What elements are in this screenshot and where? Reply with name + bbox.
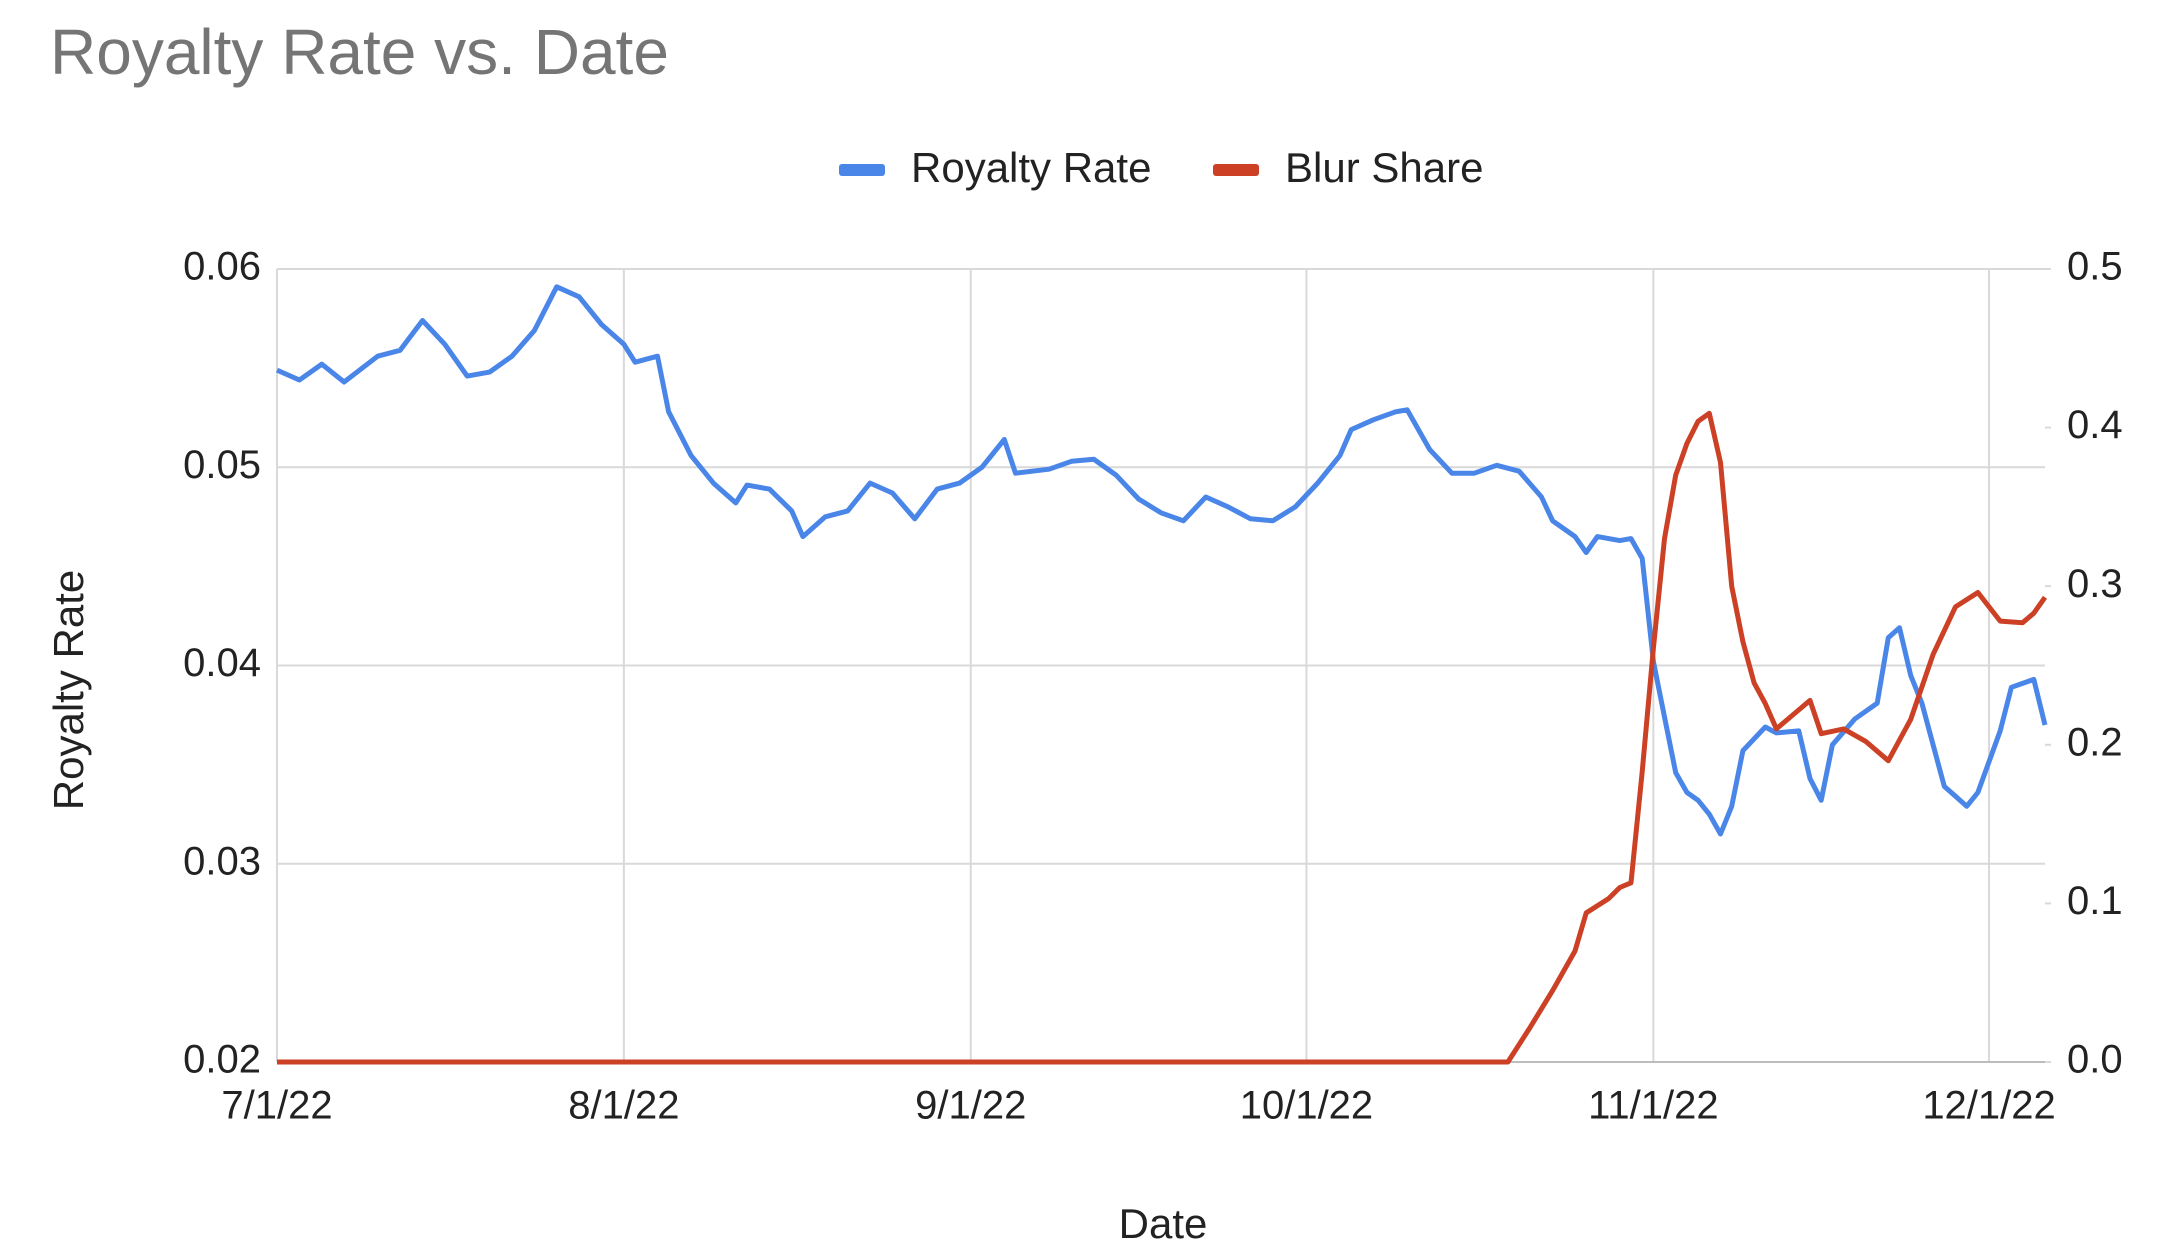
y2-tick-label: 0.1	[2067, 879, 2123, 923]
legend-swatch	[839, 164, 885, 176]
y-tick-label: 0.05	[183, 443, 261, 487]
legend-label: Royalty Rate	[911, 144, 1151, 191]
y-tick-label: 0.02	[183, 1038, 261, 1082]
y2-tick-label: 0.4	[2067, 403, 2123, 447]
series-line	[277, 410, 2048, 1065]
y2-tick-label: 0.3	[2067, 562, 2123, 606]
y-tick-label: 0.03	[183, 839, 261, 883]
x-tick-label: 8/1/22	[568, 1084, 679, 1128]
y-tick-label: 0.06	[183, 245, 261, 289]
legend-swatch	[1213, 164, 1259, 176]
series-line	[275, 284, 2048, 837]
x-tick-label: 10/1/22	[1240, 1084, 1373, 1128]
chart-title: Royalty Rate vs. Date	[50, 16, 669, 88]
x-tick-label: 7/1/22	[221, 1084, 332, 1128]
y-tick-label: 0.04	[183, 641, 261, 685]
y2-tick-label: 0.5	[2067, 245, 2123, 289]
x-tick-label: 12/1/22	[1922, 1084, 2055, 1128]
x-tick-label: 9/1/22	[915, 1084, 1026, 1128]
legend-label: Blur Share	[1285, 144, 1483, 191]
y-axis-label: Royalty Rate	[45, 570, 92, 810]
y2-tick-label: 0.2	[2067, 720, 2123, 764]
x-tick-label: 11/1/22	[1588, 1084, 1719, 1128]
x-axis-label: Date	[1119, 1200, 1208, 1247]
y2-tick-label: 0.0	[2067, 1038, 2123, 1082]
